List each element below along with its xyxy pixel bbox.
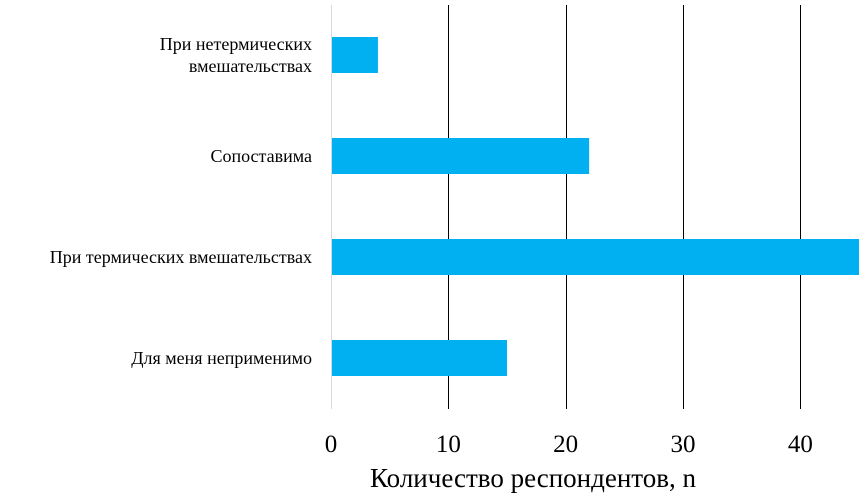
category-label-3: Для меня неприменимо (131, 348, 312, 368)
x-tick-label-40: 40 (788, 431, 813, 458)
category-label-0-line-0: При нетермических (160, 34, 312, 54)
x-tick-label-20: 20 (553, 431, 578, 458)
category-label-2-line-0: При термических вмешательствах (50, 247, 312, 267)
category-label-2: При термических вмешательствах (50, 247, 312, 267)
category-label-1-line-0: Сопоставима (210, 146, 312, 166)
category-label-3-line-0: Для меня неприменимо (131, 348, 312, 368)
x-tick-label-0: 0 (325, 431, 338, 458)
bar-3 (331, 340, 507, 376)
x-tick-label-30: 30 (671, 431, 696, 458)
category-label-1: Сопоставима (210, 146, 312, 166)
x-tick-label-10: 10 (436, 431, 461, 458)
category-label-0-line-1: вмешательствах (189, 56, 312, 76)
x-tick-labels: 0 10 20 30 40 (325, 431, 813, 458)
bar-2 (331, 239, 859, 275)
bar-0 (331, 37, 378, 73)
bar-1 (331, 138, 590, 174)
x-axis-title: Количество респондентов, n (370, 463, 696, 493)
bars (331, 37, 859, 376)
